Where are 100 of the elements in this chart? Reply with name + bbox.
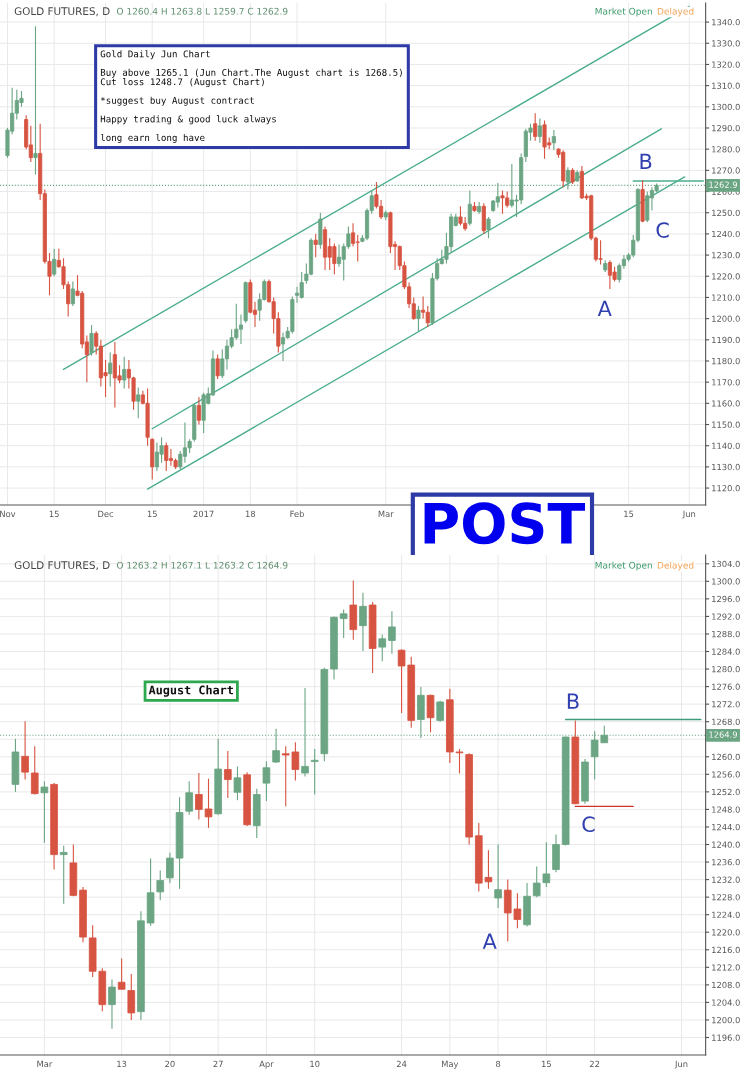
candlestick <box>196 396 201 426</box>
candlestick <box>359 592 367 652</box>
y-tick-label: 1120.0 <box>712 485 740 492</box>
annotation: Delayed <box>657 561 694 571</box>
x-tick-label: 20 <box>165 1060 175 1068</box>
y-tick-label: 1160.0 <box>712 400 740 407</box>
candlestick <box>467 189 472 226</box>
candlestick <box>351 222 356 248</box>
candlestick <box>108 351 113 387</box>
y-tick-label: 1230.0 <box>712 252 740 259</box>
text: GOLD FUTURES, D <box>14 561 110 571</box>
y-tick-label: 1170.0 <box>712 379 740 386</box>
candlestick <box>537 117 542 144</box>
annotation: A <box>482 933 497 949</box>
y-tick-label: 1284.0 <box>712 648 740 655</box>
y-tick-label: 1196.0 <box>712 1034 740 1041</box>
y-tick-label: 1212.0 <box>712 964 740 971</box>
annotation: C <box>656 222 669 238</box>
annotation: B <box>640 153 652 169</box>
y-tick-label: 1248.0 <box>712 806 740 813</box>
x-tick-label: 18 <box>245 510 256 518</box>
x-tick-label: 2017 <box>193 510 214 518</box>
y-tick-label: 1150.0 <box>712 421 740 428</box>
candlestick <box>299 271 304 300</box>
candlestick <box>336 243 342 268</box>
x-tick-label: 22 <box>589 1060 600 1067</box>
y-tick-label: 1304.0 <box>712 560 740 568</box>
y-tick-label: 1280.0 <box>712 146 740 153</box>
chart-subtitle: O 1260.4 H 1263.8 L 1259.7 C 1262.9 <box>116 7 288 15</box>
x-tick-label: 15 <box>49 510 59 518</box>
y-tick-label: 1240.0 <box>712 230 740 238</box>
y-tick-label: 1224.0 <box>712 911 740 918</box>
candlestick <box>127 973 136 1021</box>
x-tick-label: 15 <box>541 1060 551 1068</box>
x-tick-label: 15 <box>147 510 157 518</box>
candlestick <box>421 295 426 320</box>
y-tick-label: 1250.0 <box>712 209 740 216</box>
y-tick-label: 1280.0 <box>712 666 740 673</box>
x-tick-label: Mar <box>37 1060 53 1068</box>
annotation: C <box>582 816 595 833</box>
y-tick-label: 1204.0 <box>712 999 740 1006</box>
annotation: B <box>567 693 579 709</box>
y-tick-label: 1232.0 <box>712 876 740 883</box>
annotation: Market Open <box>595 7 652 17</box>
annotation: August Chart <box>148 685 233 697</box>
x-tick-label: 8 <box>496 1060 501 1068</box>
x-tick-label: Jun <box>674 1060 688 1069</box>
candlestick <box>551 129 556 151</box>
candlestick <box>426 693 435 733</box>
x-tick-label: 13 <box>117 1060 127 1068</box>
y-tick-label: 1210.0 <box>712 294 740 301</box>
annotation: Delayed <box>657 7 694 17</box>
chart-title: GOLD FUTURES, D <box>14 7 110 17</box>
candlestick <box>52 248 57 277</box>
candlestick <box>313 233 318 258</box>
candlestick <box>166 852 174 884</box>
candlestick <box>40 780 49 844</box>
y-tick-label: 1236.0 <box>712 859 740 866</box>
x-tick-label: Apr <box>259 1060 274 1069</box>
annotation: Gold Daily Jun Chart Buy above 1265.1 (Jun Chart.The August chart is 1268.5) Cut loss 1248.7 (August Chart) *suggest buy August contract Happy trading & good luck always long earn long have <box>100 50 402 143</box>
candlestick <box>30 745 39 796</box>
y-tick-label: 1200.0 <box>712 315 740 322</box>
y-tick-label: 1292.0 <box>712 613 740 620</box>
candlestick <box>108 979 116 1030</box>
candlestick <box>21 720 29 781</box>
y-tick-label: 1268.0 <box>712 718 740 725</box>
y-tick-label: 1216.0 <box>712 946 740 954</box>
y-tick-label: 1296.0 <box>712 595 740 603</box>
candlestick <box>136 386 141 419</box>
x-tick-label: 24 <box>396 1060 407 1067</box>
candlestick <box>355 234 360 262</box>
text: O 1263.2 H 1267.1 L 1263.2 C 1264.9 <box>116 561 288 569</box>
candlestick <box>388 610 396 655</box>
candlestick <box>378 633 387 662</box>
x-tick-label: Jun <box>682 510 696 519</box>
y-tick-label: 1244.0 <box>712 823 740 831</box>
candlestick <box>59 845 68 905</box>
x-tick-label: Dec <box>98 510 114 518</box>
candlestick <box>224 750 232 799</box>
candlestick <box>477 201 482 215</box>
y-tick-label: 1220.0 <box>712 929 740 936</box>
y-tick-label: 1130.0 <box>712 463 740 471</box>
y-tick-label: 1190.0 <box>712 336 740 344</box>
x-tick-label: 15 <box>624 510 634 518</box>
candlestick <box>233 765 242 801</box>
candlestick <box>117 957 126 991</box>
y-tick-label: 1340.0 <box>712 19 740 26</box>
x-tick-label: 27 <box>213 1060 223 1067</box>
y-tick-label: 1300.0 <box>712 103 740 111</box>
candlestick <box>494 843 502 909</box>
candlestick <box>533 112 538 142</box>
candlestick <box>185 780 193 816</box>
y-tick-label: 1240.0 <box>712 841 740 848</box>
candlestick <box>164 441 169 472</box>
y-tick-label: 1140.0 <box>712 442 740 449</box>
candlestick <box>280 331 286 362</box>
y-tick-label: 1180.0 <box>712 357 740 365</box>
y-tick-label: 1320.0 <box>712 61 740 68</box>
x-tick-label: 10 <box>310 1060 320 1068</box>
y-tick-label: 1288.0 <box>712 630 740 638</box>
